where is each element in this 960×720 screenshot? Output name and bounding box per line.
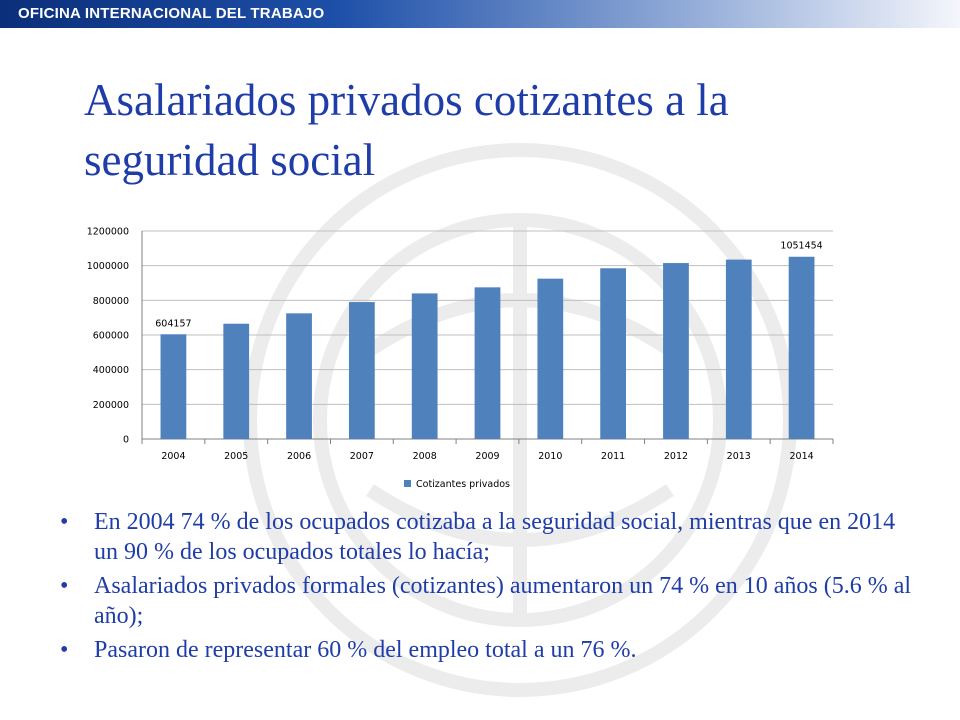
y-tick-label: 1000000: [87, 261, 129, 272]
x-tick-label: 2013: [727, 451, 751, 462]
bullet-text: Asalariados privados formales (cotizante…: [94, 573, 912, 629]
x-tick-label: 2007: [350, 451, 374, 462]
bullet-text: En 2004 74 % de los ocupados cotizaba a …: [94, 509, 896, 565]
y-tick-label: 800000: [93, 296, 129, 307]
bar-2007: [348, 302, 375, 439]
legend-swatch: [404, 480, 411, 487]
x-tick-label: 2008: [413, 451, 437, 462]
bar-2011: [600, 268, 627, 439]
bullet-item: • En 2004 74 % de los ocupados cotizaba a…: [60, 507, 920, 567]
x-tick-label: 2012: [664, 451, 688, 462]
x-tick-label: 2006: [287, 451, 311, 462]
data-label: 1051454: [780, 241, 822, 252]
bar-2009: [474, 287, 501, 439]
organization-name: OFICINA INTERNACIONAL DEL TRABAJO: [18, 5, 325, 22]
y-tick-label: 400000: [93, 365, 129, 376]
y-tick-label: 600000: [93, 331, 129, 342]
bar-2012: [663, 263, 689, 439]
bullet-list: • En 2004 74 % de los ocupados cotizaba a…: [60, 507, 920, 669]
header-bar: OFICINA INTERNACIONAL DEL TRABAJO: [0, 0, 960, 28]
bullet-item: • Asalariados privados formales (cotizant…: [60, 571, 920, 631]
y-tick-label: 200000: [93, 400, 129, 411]
bar-2010: [537, 278, 564, 439]
x-tick-label: 2011: [601, 451, 625, 462]
bullet-item: • Pasaron de representar 60 % del empleo …: [60, 635, 920, 665]
bar-2004: [160, 334, 187, 439]
bullet-text: Pasaron de representar 60 % del empleo t…: [94, 637, 637, 663]
x-tick-label: 2010: [538, 451, 562, 462]
x-tick-label: 2014: [789, 451, 813, 462]
bar-2008: [411, 293, 438, 439]
slide-title: Asalariados privados cotizantes a la seg…: [84, 75, 729, 185]
y-tick-label: 1200000: [87, 227, 129, 238]
bar-2005: [223, 323, 250, 439]
bar-2006: [286, 313, 312, 439]
x-tick-label: 2009: [475, 451, 499, 462]
data-label: 604157: [155, 318, 191, 329]
bullet-dot-icon: •: [60, 637, 69, 663]
bullet-dot-icon: •: [60, 509, 69, 535]
bar-chart: 0 200000 400000 600000 800000 1000000 1200000 2…: [87, 227, 834, 490]
x-tick-label: 2005: [224, 451, 248, 462]
x-tick-label: 2004: [161, 451, 185, 462]
bar-2013: [725, 259, 752, 439]
bar-2014: [788, 256, 815, 439]
bullet-dot-icon: •: [60, 573, 69, 599]
y-tick-label: 0: [123, 435, 129, 446]
legend-label: Cotizantes privados: [416, 479, 510, 490]
